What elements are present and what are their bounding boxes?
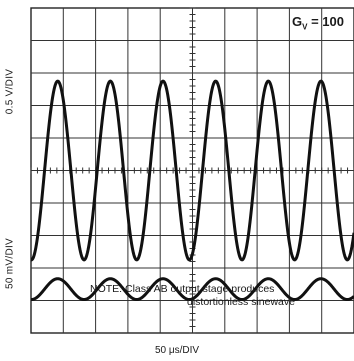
lower-trace-line <box>30 277 354 302</box>
upper-trace-line <box>30 79 354 262</box>
traces <box>30 79 354 302</box>
note-line-1: NOTE: Class AB output stage produces <box>90 283 275 295</box>
gain-symbol: G <box>292 14 303 29</box>
x-axis-label: 50 μs/DIV <box>154 345 200 356</box>
gain-value: = 100 <box>307 14 344 29</box>
gain-annotation: GV = 100 <box>292 14 344 32</box>
graticule-grid <box>30 7 354 334</box>
lower-trace-scale-label: 50 mV/DIV <box>4 237 16 290</box>
note-line-2: distortionless sinewave <box>187 296 295 308</box>
upper-trace-scale-label: 0.5 V/DIV <box>4 68 16 115</box>
note-annotation: NOTE: Class AB output stage produces dis… <box>90 283 295 309</box>
gain-subscript: V <box>302 22 308 32</box>
